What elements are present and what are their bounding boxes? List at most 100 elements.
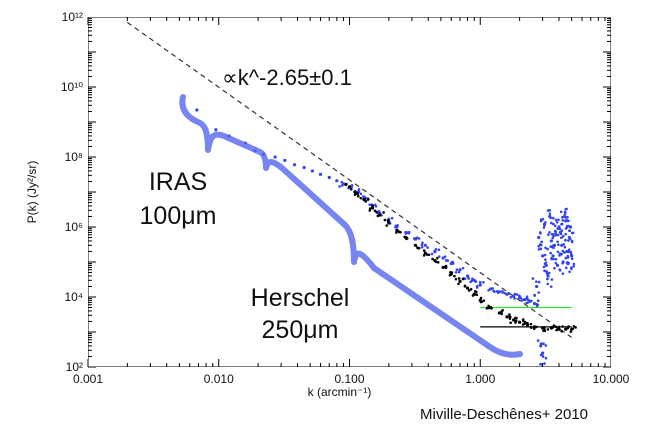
data-point (560, 236, 563, 240)
data-point (469, 280, 472, 284)
data-point (541, 254, 545, 258)
data-point (394, 231, 398, 234)
data-point (480, 300, 484, 304)
data-point (529, 322, 533, 326)
data-point (543, 269, 546, 273)
iras-wavelength-label: 100μm (140, 202, 217, 230)
data-point (501, 290, 504, 294)
data-point (474, 280, 478, 283)
data-point (574, 326, 577, 329)
data-point (549, 239, 553, 243)
data-point (540, 240, 543, 244)
data-point (543, 223, 546, 227)
data-point (375, 211, 379, 214)
data-point (548, 231, 551, 234)
data-point (562, 243, 566, 246)
data-point (554, 325, 557, 329)
data-point (454, 277, 458, 281)
data-point (355, 192, 360, 196)
data-point (501, 308, 504, 312)
annotations: ∝k^-2.65±0.1 IRAS 100μm Herschel 250μm Mivill… (140, 65, 588, 423)
data-point (467, 289, 471, 292)
data-point (482, 280, 485, 284)
data-point (373, 209, 377, 213)
data-point (567, 239, 570, 242)
data-point (426, 246, 429, 249)
data-point (487, 289, 490, 292)
data-point (508, 315, 511, 318)
data-point (443, 255, 447, 258)
data-point (487, 306, 490, 310)
data-point (544, 221, 547, 224)
data-point (544, 356, 548, 360)
data-point (560, 215, 564, 219)
y-tick-label: 10⁶ (65, 220, 83, 234)
data-point (318, 172, 323, 176)
data-point (292, 163, 297, 167)
y-axis: 10² 10⁴ 10⁶ 10⁸ 10¹⁰ 10¹² P(k) (Jy²/sr) (25, 10, 611, 374)
data-point (536, 339, 540, 342)
data-point (364, 200, 368, 203)
data-point (568, 229, 571, 233)
data-point (513, 292, 517, 296)
data-point (463, 284, 467, 288)
data-point (541, 217, 545, 221)
data-point (420, 245, 424, 249)
data-point (383, 218, 387, 222)
data-point (513, 297, 516, 300)
data-point (457, 277, 461, 280)
x-axis-label: k (arcmin⁻¹) (308, 385, 372, 399)
x-tick-label: 1.000 (465, 372, 495, 386)
data-point (545, 277, 549, 281)
data-point (437, 255, 441, 258)
y-axis-label: P(k) (Jy²/sr) (25, 161, 39, 224)
data-point (478, 283, 482, 287)
data-point (451, 260, 455, 264)
data-point (431, 257, 434, 261)
data-point (569, 237, 572, 241)
data-point (396, 229, 400, 233)
data-point (404, 232, 408, 235)
data-point (556, 233, 560, 237)
data-point (453, 274, 456, 278)
data-point (531, 277, 535, 280)
data-point (368, 203, 372, 207)
data-point (564, 256, 568, 260)
data-point (518, 320, 522, 324)
data-point (422, 254, 426, 257)
data-point (567, 219, 570, 223)
data-point (417, 246, 421, 250)
data-point (552, 257, 555, 261)
data-point (548, 212, 552, 215)
data-point (558, 268, 561, 271)
data-point (526, 323, 529, 327)
data-point (458, 268, 462, 272)
data-point (399, 230, 402, 234)
data-point (564, 327, 568, 331)
data-point (563, 210, 567, 214)
data-point (461, 277, 465, 281)
data-point (560, 329, 563, 333)
data-point (541, 355, 545, 358)
data-point (386, 219, 390, 222)
data-point (556, 250, 560, 254)
data-point (433, 250, 436, 254)
data-point (557, 243, 560, 247)
data-point (545, 270, 548, 273)
data-point (463, 277, 467, 281)
data-point (512, 295, 515, 298)
data-point (564, 232, 567, 236)
data-point (434, 260, 438, 264)
data-point (568, 225, 573, 229)
data-point (555, 220, 559, 224)
data-point (517, 294, 521, 298)
data-point (454, 270, 458, 274)
data-point (535, 280, 538, 283)
data-point (546, 328, 550, 331)
data-point (370, 206, 375, 210)
data-point (423, 243, 427, 247)
data-point (537, 235, 541, 240)
data-point (537, 291, 540, 294)
data-point (540, 342, 543, 345)
data-point (538, 243, 542, 246)
